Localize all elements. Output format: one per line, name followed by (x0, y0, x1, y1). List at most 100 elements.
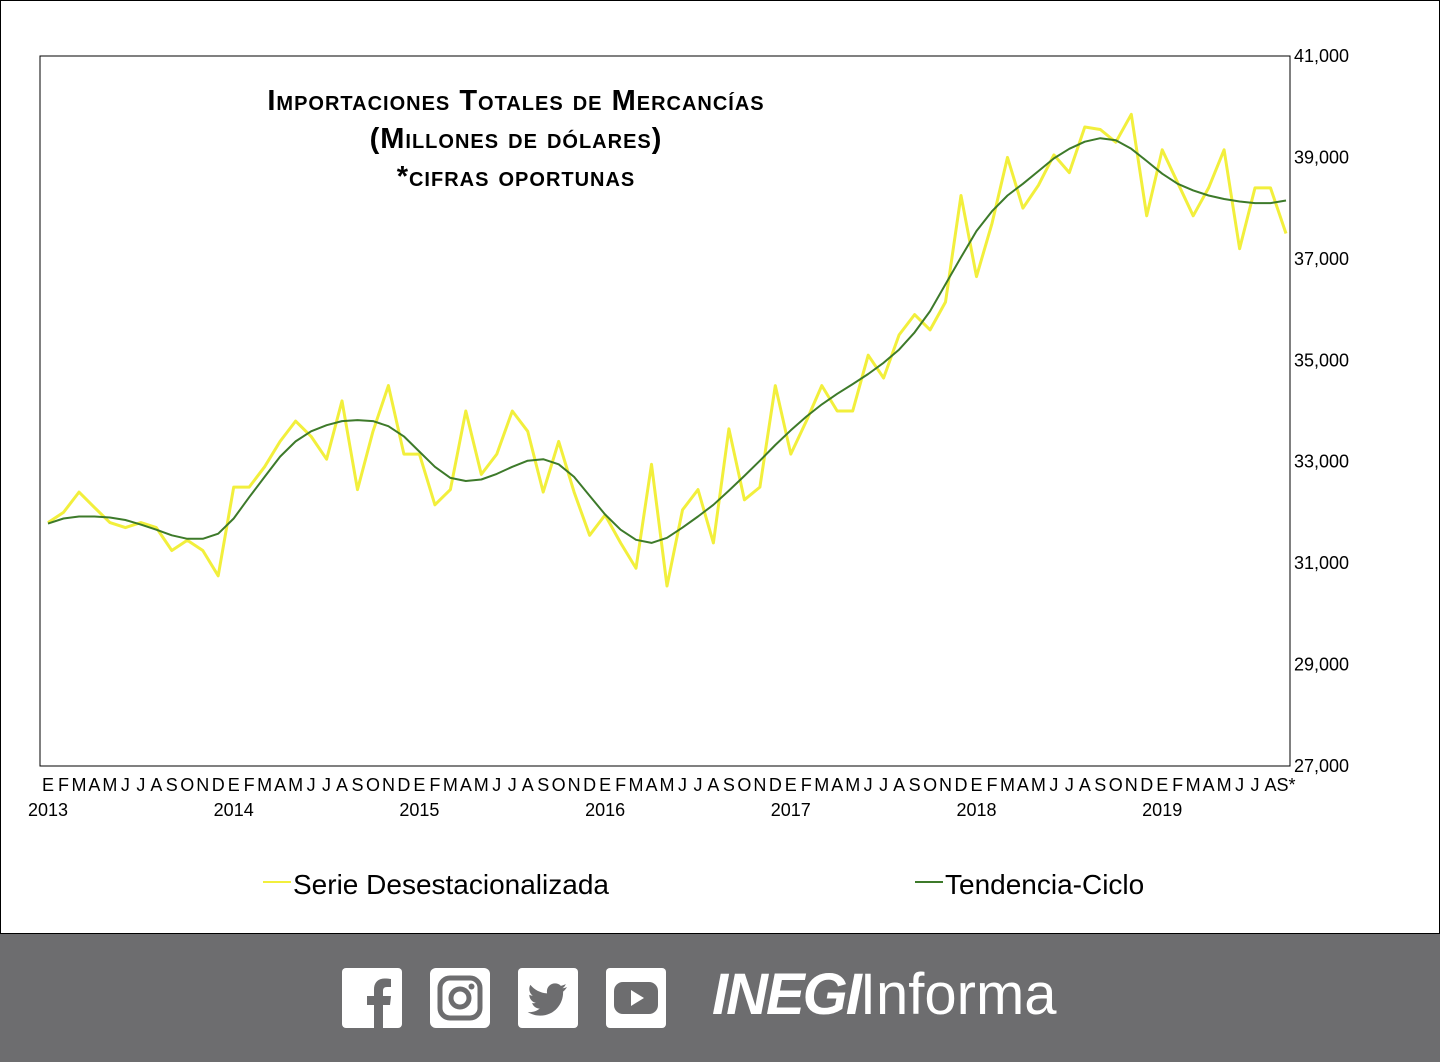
x-month-label: N (1125, 775, 1138, 795)
x-month-label: D (1140, 775, 1153, 795)
x-month-label: A (893, 775, 905, 795)
x-month-label: J (1065, 775, 1074, 795)
x-month-label: E (970, 775, 982, 795)
x-month-label: J (322, 775, 331, 795)
x-month-label: J (492, 775, 501, 795)
y-tick-label: 31,000 (1294, 553, 1349, 573)
brand-bold: INEGI (712, 962, 862, 1027)
x-month-label: S* (1276, 775, 1295, 795)
y-tick-label: 29,000 (1294, 655, 1349, 675)
x-month-label: D (583, 775, 596, 795)
x-month-label: M (660, 775, 675, 795)
x-month-label: S (909, 775, 921, 795)
x-month-label: D (212, 775, 225, 795)
legend-label-tendencia: Tendencia-Ciclo (945, 869, 1145, 900)
x-year-label: 2019 (1142, 800, 1182, 820)
x-month-label: J (508, 775, 517, 795)
x-month-label: E (413, 775, 425, 795)
x-month-label: M (1000, 775, 1015, 795)
y-tick-label: 41,000 (1294, 46, 1349, 66)
x-month-label: A (274, 775, 286, 795)
x-month-label: O (366, 775, 380, 795)
x-month-label: J (121, 775, 130, 795)
legend-swatch-serie (263, 881, 291, 883)
x-year-label: 2017 (771, 800, 811, 820)
twitter-icon[interactable] (518, 968, 578, 1028)
x-month-label: E (42, 775, 54, 795)
footer-bar: INEGIInforma (0, 934, 1440, 1062)
x-month-label: M (845, 775, 860, 795)
x-month-label: F (429, 775, 440, 795)
x-month-label: N (196, 775, 209, 795)
x-month-label: N (382, 775, 395, 795)
x-month-label: A (1017, 775, 1029, 795)
x-month-label: A (460, 775, 472, 795)
x-month-label: E (599, 775, 611, 795)
x-month-label: N (753, 775, 766, 795)
x-month-label: S (351, 775, 363, 795)
legend-item-serie: Serie Desestacionalizada (263, 869, 609, 901)
youtube-icon[interactable] (606, 968, 666, 1028)
brand-light: Informa (859, 962, 1057, 1027)
y-tick-label: 35,000 (1294, 350, 1349, 370)
chart-title-line-1: Importaciones Totales de Mercancías (267, 85, 765, 117)
x-month-label: A (336, 775, 348, 795)
x-month-label: M (1031, 775, 1046, 795)
series-line-serie-desestacionalizada (47, 112, 1288, 588)
x-month-label: M (1186, 775, 1201, 795)
x-month-label: A (1265, 775, 1277, 795)
series-layer (47, 112, 1288, 588)
x-month-label: M (257, 775, 272, 795)
y-tick-label: 39,000 (1294, 147, 1349, 167)
x-month-label: S (166, 775, 178, 795)
x-year-label: 2015 (399, 800, 439, 820)
x-month-label: J (307, 775, 316, 795)
x-month-label: A (1203, 775, 1215, 795)
x-month-label: S (537, 775, 549, 795)
x-month-label: D (397, 775, 410, 795)
x-month-label: D (769, 775, 782, 795)
x-month-label: F (615, 775, 626, 795)
legend-item-tendencia: Tendencia-Ciclo (915, 869, 1144, 901)
x-month-label: E (228, 775, 240, 795)
chart-frame: 27,000 29,000 31,000 33,000 35,000 37,000 39,0… (0, 0, 1440, 934)
x-year-label: 2013 (28, 800, 68, 820)
x-month-label: F (1172, 775, 1183, 795)
facebook-icon[interactable] (342, 968, 402, 1028)
x-month-label: J (864, 775, 873, 795)
x-month-label: A (646, 775, 658, 795)
x-month-label: O (180, 775, 194, 795)
instagram-icon[interactable] (430, 968, 490, 1028)
legend-swatch-tendencia (915, 881, 943, 883)
x-month-label: E (1156, 775, 1168, 795)
x-month-label: J (1251, 775, 1260, 795)
plot-area (39, 55, 1291, 767)
x-month-label: J (1235, 775, 1244, 795)
x-month-label: S (723, 775, 735, 795)
x-month-label: F (244, 775, 255, 795)
chart-svg: 27,000 29,000 31,000 33,000 35,000 37,000 39,0… (28, 46, 1349, 820)
x-month-label: A (88, 775, 100, 795)
y-tick-label: 33,000 (1294, 452, 1349, 472)
inegi-informa-logo: INEGIInforma (712, 960, 1057, 1030)
x-month-label: D (955, 775, 968, 795)
x-month-label: O (1109, 775, 1123, 795)
x-month-label: A (707, 775, 719, 795)
x-month-label: M (102, 775, 117, 795)
series-line-tendencia-ciclo (47, 137, 1287, 544)
x-month-label: M (288, 775, 303, 795)
x-year-label: 2016 (585, 800, 625, 820)
x-year-label: 2018 (956, 800, 996, 820)
x-month-label: J (1049, 775, 1058, 795)
x-month-label: A (1079, 775, 1091, 795)
chart-title-line-3: *cifras oportunas (396, 161, 636, 193)
x-month-label: F (58, 775, 69, 795)
legend: Serie Desestacionalizada Tendencia-Ciclo (1, 869, 1439, 909)
x-month-label: F (801, 775, 812, 795)
x-month-label: M (71, 775, 86, 795)
chart-title-line-2: (Millones de dólares) (369, 123, 663, 155)
x-month-label: M (629, 775, 644, 795)
x-month-label: A (831, 775, 843, 795)
x-month-label: M (443, 775, 458, 795)
